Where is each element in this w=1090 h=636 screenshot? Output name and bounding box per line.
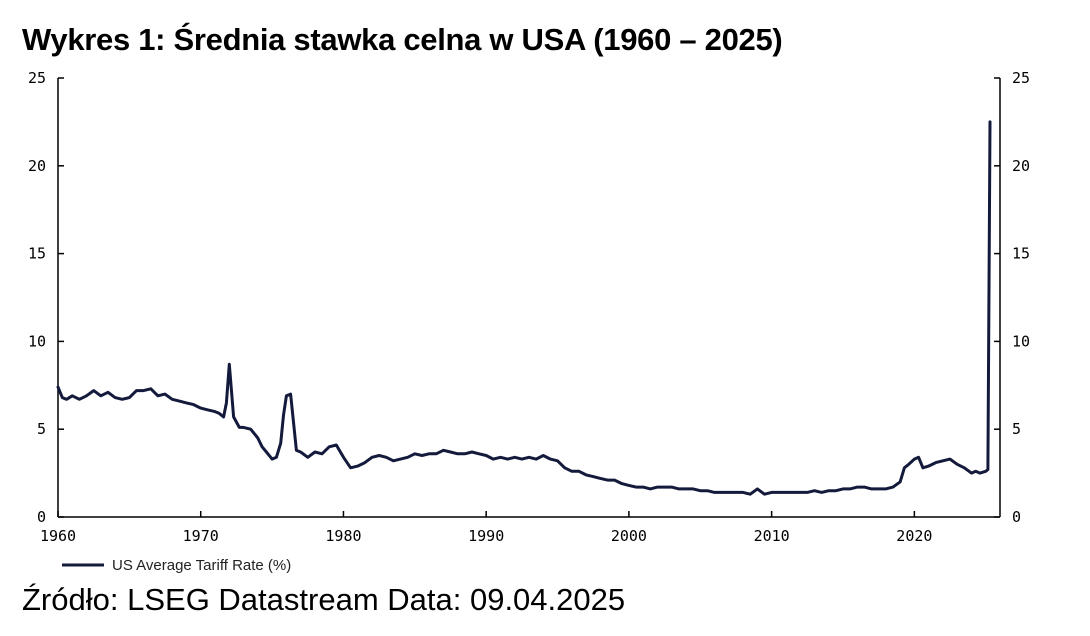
y-tick-label-right: 10	[1012, 332, 1030, 350]
x-tick-label: 2020	[896, 527, 932, 545]
x-tick-label: 2000	[611, 527, 647, 545]
y-tick-label-left: 15	[28, 245, 46, 263]
y-axis-left: 0 5 10 15 20 25	[28, 69, 64, 526]
y-tick-label-right: 0	[1012, 508, 1021, 526]
legend: US Average Tariff Rate (%)	[62, 557, 291, 574]
y-tick-label-left: 20	[28, 157, 46, 175]
y-tick-label-right: 15	[1012, 245, 1030, 263]
x-axis: 1960 1970 1980 1990 2000 2010 2020	[40, 511, 932, 545]
y-tick-label-right: 5	[1012, 420, 1021, 438]
series-line-us-average-tariff-rate	[56, 120, 992, 496]
x-tick-label: 1990	[468, 527, 504, 545]
chart-axes	[57, 78, 1001, 518]
y-tick-label-right: 25	[1012, 69, 1030, 87]
y-tick-label-left: 0	[37, 508, 46, 526]
y-axis-right: 0 5 10 15 20 25	[994, 69, 1030, 526]
y-tick-label-left: 5	[37, 420, 46, 438]
legend-label: US Average Tariff Rate (%)	[112, 557, 291, 574]
x-tick-label: 1960	[40, 527, 76, 545]
chart-title: Wykres 1: Średnia stawka celna w USA (19…	[22, 22, 783, 57]
x-tick-label: 1980	[325, 527, 361, 545]
x-tick-label: 2010	[754, 527, 790, 545]
y-tick-label-left: 10	[28, 332, 46, 350]
source-note: Źródło: LSEG Datastream Data: 09.04.2025	[22, 582, 626, 617]
x-tick-label: 1970	[183, 527, 219, 545]
y-tick-label-left: 25	[28, 69, 46, 87]
y-tick-label-right: 20	[1012, 157, 1030, 175]
